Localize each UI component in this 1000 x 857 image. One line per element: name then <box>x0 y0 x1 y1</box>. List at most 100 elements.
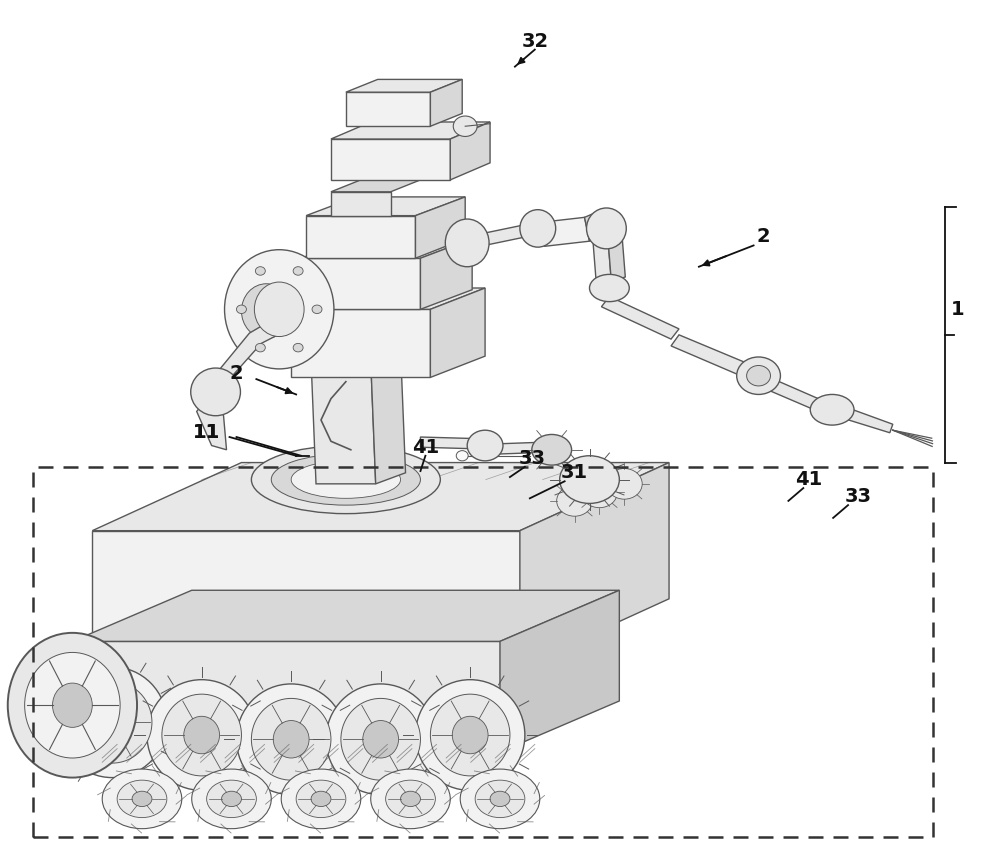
Circle shape <box>606 469 642 499</box>
Polygon shape <box>498 442 545 454</box>
Ellipse shape <box>251 698 331 780</box>
Ellipse shape <box>520 210 556 247</box>
Text: 32: 32 <box>521 32 548 51</box>
Text: 2: 2 <box>757 227 770 247</box>
Text: 33: 33 <box>844 487 872 506</box>
Ellipse shape <box>532 434 572 465</box>
Polygon shape <box>450 122 490 180</box>
Text: 31: 31 <box>561 464 588 482</box>
Polygon shape <box>430 80 462 126</box>
Circle shape <box>255 344 265 352</box>
Polygon shape <box>671 335 757 379</box>
Polygon shape <box>197 399 227 450</box>
Circle shape <box>747 365 770 386</box>
Polygon shape <box>92 530 520 667</box>
Ellipse shape <box>590 274 629 302</box>
Polygon shape <box>606 214 625 282</box>
Polygon shape <box>500 590 619 752</box>
Ellipse shape <box>430 694 510 776</box>
Ellipse shape <box>251 446 440 513</box>
Circle shape <box>293 344 303 352</box>
Polygon shape <box>767 379 828 413</box>
Ellipse shape <box>363 721 399 758</box>
Text: 33: 33 <box>518 449 545 468</box>
Polygon shape <box>601 297 679 339</box>
Ellipse shape <box>117 780 167 818</box>
Text: 11: 11 <box>193 423 220 442</box>
Circle shape <box>737 357 780 394</box>
Ellipse shape <box>254 282 304 337</box>
Ellipse shape <box>94 704 130 741</box>
Text: 11: 11 <box>193 423 220 442</box>
Ellipse shape <box>401 791 420 806</box>
Polygon shape <box>585 209 609 241</box>
Ellipse shape <box>8 632 137 777</box>
Ellipse shape <box>490 791 510 806</box>
Polygon shape <box>311 361 376 484</box>
Polygon shape <box>331 139 450 180</box>
Ellipse shape <box>192 769 271 829</box>
Polygon shape <box>420 437 480 449</box>
Circle shape <box>557 486 592 516</box>
Ellipse shape <box>57 667 167 777</box>
Bar <box>33 467 933 837</box>
Ellipse shape <box>281 769 361 829</box>
Ellipse shape <box>207 780 256 818</box>
Ellipse shape <box>386 780 435 818</box>
Ellipse shape <box>587 208 626 249</box>
Polygon shape <box>331 180 420 192</box>
Ellipse shape <box>452 716 488 754</box>
Ellipse shape <box>415 680 525 790</box>
Polygon shape <box>92 463 669 530</box>
Polygon shape <box>346 80 462 93</box>
Polygon shape <box>415 197 465 258</box>
Polygon shape <box>843 407 893 433</box>
Polygon shape <box>430 288 485 377</box>
Polygon shape <box>306 197 465 216</box>
Polygon shape <box>72 590 619 641</box>
Circle shape <box>456 451 468 461</box>
Polygon shape <box>371 350 406 484</box>
Ellipse shape <box>460 769 540 829</box>
Ellipse shape <box>227 268 306 354</box>
Polygon shape <box>540 218 590 246</box>
Ellipse shape <box>475 780 525 818</box>
Polygon shape <box>291 288 485 309</box>
Ellipse shape <box>296 780 346 818</box>
Ellipse shape <box>147 680 256 790</box>
Circle shape <box>582 477 617 507</box>
Ellipse shape <box>341 698 420 780</box>
Polygon shape <box>470 223 538 248</box>
Polygon shape <box>346 93 430 126</box>
Ellipse shape <box>236 684 346 794</box>
Ellipse shape <box>311 791 331 806</box>
Ellipse shape <box>371 769 450 829</box>
Circle shape <box>453 116 477 136</box>
Ellipse shape <box>102 769 182 829</box>
Text: 1: 1 <box>951 300 964 319</box>
Ellipse shape <box>326 684 435 794</box>
Ellipse shape <box>291 461 401 498</box>
Circle shape <box>312 305 322 314</box>
Polygon shape <box>331 122 490 139</box>
Ellipse shape <box>271 454 420 505</box>
Ellipse shape <box>162 694 241 776</box>
Polygon shape <box>420 238 472 309</box>
Circle shape <box>236 305 246 314</box>
Ellipse shape <box>25 652 120 758</box>
Text: 41: 41 <box>795 470 822 489</box>
Polygon shape <box>301 258 420 309</box>
Circle shape <box>293 267 303 275</box>
Ellipse shape <box>184 716 220 754</box>
Polygon shape <box>591 219 611 285</box>
Ellipse shape <box>225 249 334 369</box>
Ellipse shape <box>72 681 152 763</box>
Ellipse shape <box>191 368 240 416</box>
Text: 41: 41 <box>412 438 439 457</box>
Polygon shape <box>301 238 472 258</box>
Ellipse shape <box>560 456 619 503</box>
Polygon shape <box>212 322 281 390</box>
Circle shape <box>255 267 265 275</box>
Ellipse shape <box>445 219 489 267</box>
Polygon shape <box>291 309 430 377</box>
